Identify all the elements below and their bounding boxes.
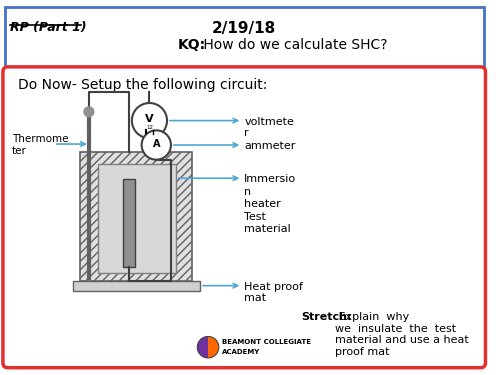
Text: Do Now- Setup the following circuit:: Do Now- Setup the following circuit: [18, 78, 267, 92]
Bar [123, 179, 135, 267]
Text: Stretch:: Stretch: [301, 312, 352, 322]
Text: 12: 12 [146, 125, 153, 130]
Text: Thermome
ter: Thermome ter [12, 134, 68, 156]
Wedge shape [198, 336, 208, 358]
Text: ammeter: ammeter [244, 141, 296, 151]
FancyBboxPatch shape [3, 67, 486, 368]
Text: Explain  why
we  insulate  the  test
material and use a heat
proof mat: Explain why we insulate the test materia… [335, 312, 469, 357]
Wedge shape [208, 336, 219, 358]
Text: How do we calculate SHC?: How do we calculate SHC? [200, 38, 388, 52]
Circle shape [132, 103, 167, 138]
Text: voltmete
r: voltmete r [244, 117, 294, 138]
Text: BEAMONT COLLEGIATE: BEAMONT COLLEGIATE [222, 339, 311, 345]
FancyBboxPatch shape [5, 7, 484, 68]
Text: ACADEMY: ACADEMY [222, 349, 260, 355]
Circle shape [142, 130, 171, 160]
Text: Immersio
n
heater
Test
material: Immersio n heater Test material [244, 174, 296, 234]
Bar [80, 152, 192, 281]
Bar [74, 281, 200, 291]
Text: Heat proof
mat: Heat proof mat [244, 282, 303, 303]
Circle shape [84, 107, 94, 117]
Text: RP (Part 1): RP (Part 1) [10, 21, 86, 34]
Bar [98, 164, 176, 273]
Text: KQ:: KQ: [178, 38, 206, 52]
Text: V: V [145, 114, 154, 124]
Text: 2/19/18: 2/19/18 [212, 21, 276, 36]
Text: A: A [152, 139, 160, 149]
